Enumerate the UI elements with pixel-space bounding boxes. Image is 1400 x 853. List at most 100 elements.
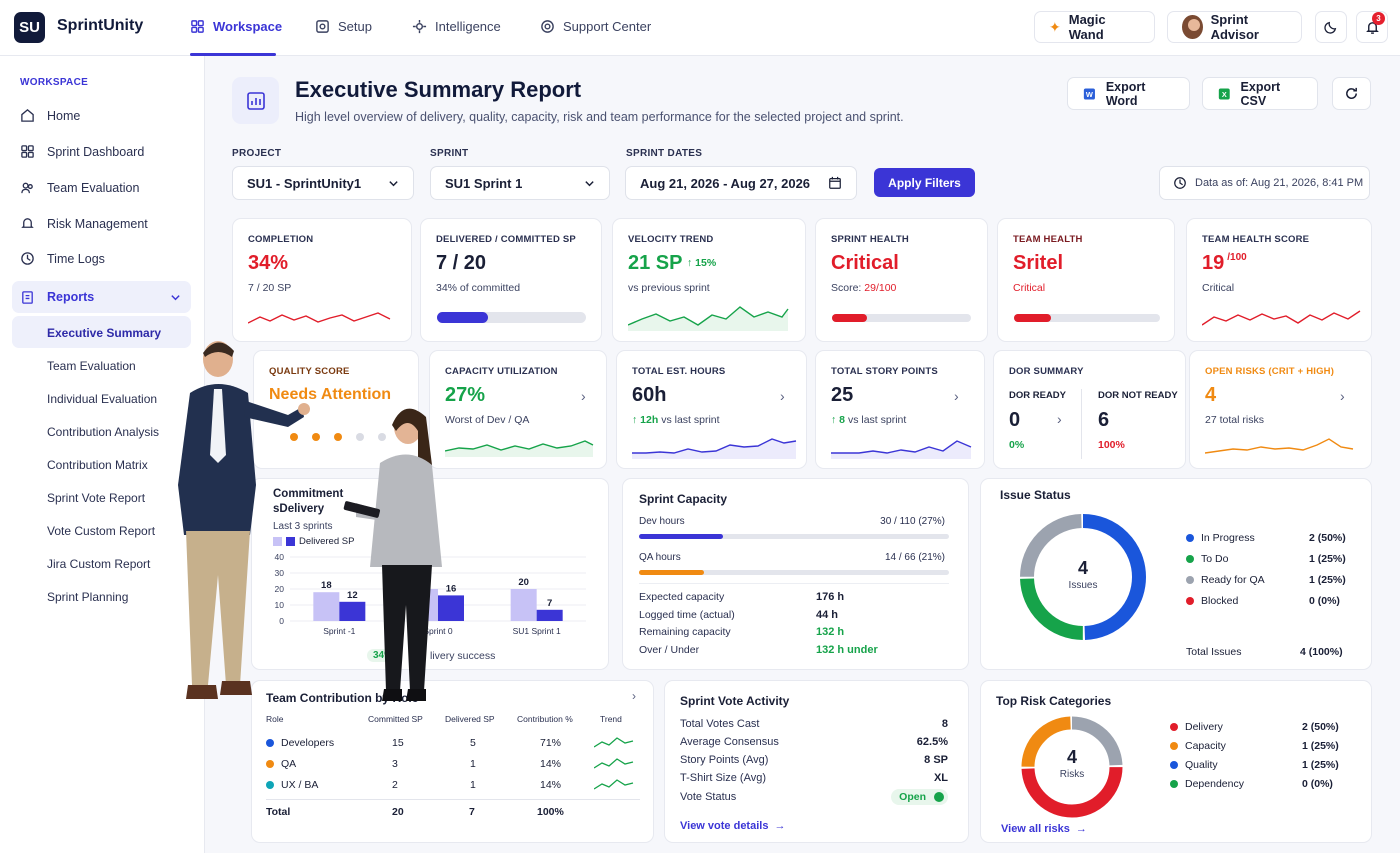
nav-setup[interactable]: Setup bbox=[315, 19, 372, 34]
sprint-vote-title: Sprint Vote Activity bbox=[680, 694, 790, 708]
project-filter-label: PROJECT bbox=[232, 148, 282, 159]
qa-hours-value: 14 / 66 (21%) bbox=[884, 552, 945, 563]
legend-label: In Progress bbox=[1201, 532, 1255, 544]
nav-intelligence[interactable]: Intelligence bbox=[412, 19, 501, 34]
issue-status-title: Issue Status bbox=[1000, 488, 1071, 502]
sidebar-item-risk-management[interactable]: Risk Management bbox=[20, 216, 148, 231]
hours-sparkline bbox=[632, 438, 797, 459]
delivered-committed-card[interactable]: DELIVERED / COMMITTED SP 7 / 20 34% of c… bbox=[420, 218, 602, 342]
sidebar-item-time-logs[interactable]: Time Logs bbox=[20, 251, 105, 266]
nav-support-center[interactable]: Support Center bbox=[540, 19, 651, 34]
team-health-bar bbox=[1014, 314, 1160, 322]
sidebar-item-home[interactable]: Home bbox=[20, 108, 80, 123]
qa-hours-fill bbox=[639, 570, 705, 575]
sidebar-sub-team-evaluation[interactable]: Team Evaluation bbox=[47, 359, 136, 373]
chevron-right-icon[interactable]: › bbox=[780, 388, 785, 404]
expected-capacity-value: 176 h bbox=[816, 591, 845, 603]
app-logo[interactable]: SU bbox=[14, 12, 45, 43]
total-hours-label: TOTAL EST. HOURS bbox=[632, 366, 726, 377]
contribution-cell: 14% bbox=[540, 758, 562, 770]
sidebar-sub-sprint-vote-report[interactable]: Sprint Vote Report bbox=[47, 491, 146, 505]
export-word-label: Export Word bbox=[1105, 79, 1146, 108]
contribution-cell: QA bbox=[266, 758, 296, 770]
clock-icon bbox=[21, 252, 34, 265]
donut-segment bbox=[1021, 716, 1123, 818]
total-hours-value: 60h bbox=[632, 384, 667, 406]
status-dot bbox=[934, 792, 944, 802]
team-health-card[interactable]: TEAM HEALTH Sritel Critical bbox=[997, 218, 1175, 342]
chevron-right-icon[interactable]: › bbox=[581, 388, 586, 404]
view-vote-details-link[interactable]: View vote details → bbox=[680, 820, 785, 832]
logged-time-value: 44 h bbox=[816, 609, 839, 621]
refresh-button[interactable] bbox=[1332, 77, 1371, 110]
woman-figure bbox=[343, 408, 442, 701]
legend-committed-swatch bbox=[273, 537, 282, 546]
contribution-cell: 1 bbox=[470, 779, 476, 791]
risk-donut-label: Risks bbox=[1059, 769, 1085, 780]
sidebar-item-reports[interactable]: Reports bbox=[12, 281, 191, 313]
y-tick-label: 10 bbox=[275, 600, 285, 610]
bar-value-label: 12 bbox=[347, 590, 358, 601]
team-health-score-card[interactable]: TEAM HEALTH SCORE 19/100 Critical bbox=[1186, 218, 1372, 342]
apply-filters-button[interactable]: Apply Filters bbox=[874, 168, 975, 197]
export-csv-button[interactable]: X Export CSV bbox=[1202, 77, 1318, 110]
chevron-down-icon[interactable] bbox=[170, 292, 181, 303]
y-tick-label: 20 bbox=[275, 584, 285, 594]
nav-support-label: Support Center bbox=[563, 19, 652, 34]
capacity-utilization-card[interactable]: CAPACITY UTILIZATION 27% Worst of Dev / … bbox=[429, 350, 607, 469]
sidebar-item-team-evaluation[interactable]: Team Evaluation bbox=[20, 180, 139, 195]
rating-dot bbox=[356, 433, 364, 441]
commitment-legend: Delivered SP bbox=[273, 536, 354, 547]
chevron-right-icon[interactable]: › bbox=[954, 388, 959, 404]
sidebar-item-sprint-dashboard[interactable]: Sprint Dashboard bbox=[20, 144, 144, 159]
view-vote-details-label: View vote details bbox=[680, 820, 769, 832]
export-word-button[interactable]: W Export Word bbox=[1067, 77, 1190, 110]
sprint-select[interactable]: SU1 Sprint 1 bbox=[430, 166, 610, 200]
sidebar-sub-contribution-matrix[interactable]: Contribution Matrix bbox=[47, 458, 148, 472]
sprint-dates-picker[interactable]: Aug 21, 2026 - Aug 27, 2026 bbox=[625, 166, 857, 200]
trend-sparkline bbox=[594, 758, 634, 769]
dor-summary-label: DOR SUMMARY bbox=[1009, 366, 1084, 377]
quality-score-card[interactable]: QUALITY SCORE Needs Attention bbox=[253, 350, 419, 469]
nav-workspace[interactable]: Workspace bbox=[190, 19, 282, 34]
project-select[interactable]: SU1 - SprintUnity1 bbox=[232, 166, 414, 200]
legend-item: In Progress bbox=[1186, 532, 1255, 544]
velocity-card[interactable]: VELOCITY TREND 21 SP ↑ 15% vs previous s… bbox=[612, 218, 806, 342]
sidebar-sub-vote-custom-report[interactable]: Vote Custom Report bbox=[47, 524, 156, 538]
notifications-button[interactable]: 3 bbox=[1356, 11, 1388, 43]
sprint-health-card[interactable]: SPRINT HEALTH Critical Score: 29/100 bbox=[815, 218, 988, 342]
chevron-right-icon[interactable]: › bbox=[632, 689, 636, 703]
magic-wand-button[interactable]: ✦ Magic Wand bbox=[1034, 11, 1155, 43]
sidebar-sub-executive-summary[interactable]: Executive Summary bbox=[47, 326, 162, 340]
legend-label: To Do bbox=[1201, 553, 1229, 565]
completion-card[interactable]: COMPLETION 34% 7 / 20 SP bbox=[232, 218, 412, 342]
open-risks-card[interactable]: OPEN RISKS (CRIT + HIGH) 4 27 total risk… bbox=[1189, 350, 1372, 469]
total-est-hours-card[interactable]: TOTAL EST. HOURS 60h ↑ 12h vs last sprin… bbox=[616, 350, 807, 469]
dor-not-ready-value: 6 bbox=[1098, 409, 1110, 431]
sidebar-sub-sprint-planning[interactable]: Sprint Planning bbox=[47, 590, 129, 604]
dor-summary-card[interactable]: DOR SUMMARY DOR READY 0 0% › DOR NOT REA… bbox=[993, 350, 1186, 469]
sprint-vote-card: Sprint Vote Activity Total Votes Cast 8 … bbox=[664, 680, 969, 843]
chevron-right-icon[interactable]: › bbox=[1057, 411, 1062, 427]
legend-dot bbox=[1186, 534, 1194, 543]
theme-toggle-button[interactable] bbox=[1315, 11, 1347, 43]
total-story-points-card[interactable]: TOTAL STORY POINTS 25 ↑ 8 vs last sprint… bbox=[815, 350, 985, 469]
sidebar-sub-individual-evaluation[interactable]: Individual Evaluation bbox=[47, 392, 158, 406]
role-dot bbox=[266, 781, 274, 790]
view-all-risks-link[interactable]: View all risks → bbox=[1001, 823, 1087, 835]
total-issues-value: 4 (100%) bbox=[1300, 646, 1343, 658]
sidebar-sub-contribution-analysis[interactable]: Contribution Analysis bbox=[47, 425, 160, 439]
legend-value: 0 (0%) bbox=[1309, 595, 1340, 607]
risk-categories-donut bbox=[1021, 716, 1123, 818]
rating-dot bbox=[378, 433, 386, 441]
sprint-advisor-button[interactable]: Sprint Advisor bbox=[1167, 11, 1302, 43]
story-points-label: TOTAL STORY POINTS bbox=[831, 366, 938, 377]
legend-dot bbox=[1186, 555, 1194, 564]
page-title: Executive Summary Report bbox=[295, 77, 582, 102]
legend-label: Blocked bbox=[1201, 595, 1239, 607]
sidebar-sub-jira-custom-report[interactable]: Jira Custom Report bbox=[47, 557, 151, 571]
open-risks-value: 4 bbox=[1205, 384, 1217, 406]
legend-item: Delivery bbox=[1170, 721, 1223, 733]
magic-wand-label: Magic Wand bbox=[1068, 12, 1106, 42]
chevron-right-icon[interactable]: › bbox=[1340, 388, 1345, 404]
